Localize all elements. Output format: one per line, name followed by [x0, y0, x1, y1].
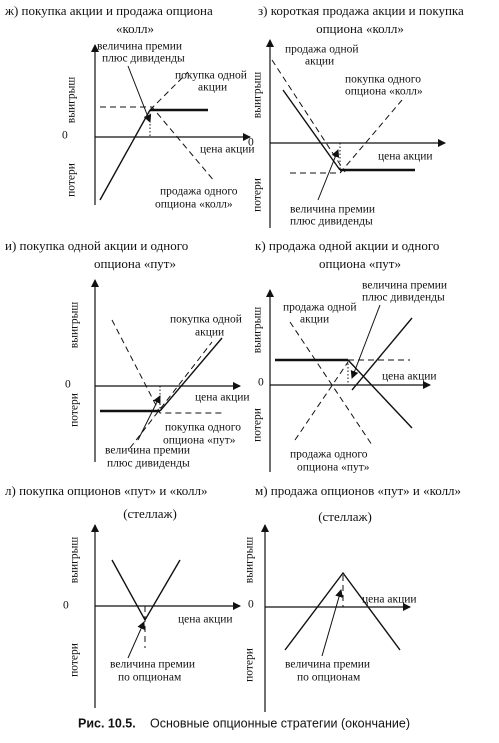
panel-title: (стеллаж): [318, 509, 372, 524]
panel-title: к) продажа одной акции и одного: [255, 238, 439, 253]
zero-label: 0: [258, 377, 264, 389]
gain-label: выигрыш: [252, 72, 264, 119]
pointer: [127, 621, 145, 659]
annotation: плюс дивиденды: [102, 53, 185, 65]
pointer: [350, 304, 381, 379]
annotation: акции: [198, 82, 227, 94]
pointer: [317, 149, 340, 201]
x-axis-label: цена акции: [378, 151, 433, 163]
payoff-line: [347, 359, 413, 429]
loss-label: потери: [244, 648, 256, 682]
panel-title: (стеллаж): [123, 506, 177, 521]
gain-label: выигрыш: [252, 307, 264, 354]
zero-label: 0: [248, 137, 254, 149]
annotation: акции: [300, 314, 329, 326]
zero-label: 0: [63, 600, 69, 612]
x-axis-label: цена акции: [178, 614, 233, 626]
option-line: [111, 319, 222, 414]
annotation: покупка одной: [170, 314, 242, 326]
stock-line: [129, 341, 213, 449]
payoff-line: [282, 89, 341, 171]
annotation: величина премии: [97, 41, 182, 53]
annotation: плюс дивиденды: [362, 292, 445, 304]
annotation: акции: [305, 56, 334, 68]
gain-label: выигрыш: [244, 537, 256, 584]
loss-label: потери: [252, 408, 264, 442]
graphics: [91, 39, 446, 712]
annotation: продажа одного: [160, 186, 238, 198]
annotation: продажа одной: [285, 44, 359, 56]
annotation: плюс дивиденды: [290, 216, 373, 228]
annotation: продажа одной: [283, 302, 357, 314]
x-axis-label: цена акции: [195, 392, 250, 404]
payoff-line: [284, 571, 401, 651]
panel-title: опциона «пут»: [319, 256, 401, 271]
payoff-line: [351, 317, 413, 391]
annotation: величина премии: [105, 445, 190, 457]
pointer: [321, 589, 343, 657]
gain-label: выигрыш: [69, 537, 81, 584]
annotation: опциона «пут»: [297, 462, 370, 474]
panel-title: опциона «пут»: [94, 256, 176, 271]
annotation: покупка одного: [345, 74, 421, 86]
pointer: [127, 65, 152, 123]
payoff-line: [99, 109, 151, 201]
panel-title: ж) покупка акции и продажа опциона: [4, 3, 213, 18]
zero-label: 0: [65, 379, 71, 391]
pointer: [137, 395, 161, 441]
labels: Рис. 10.5. Основные опционные стратегии …: [4, 3, 464, 730]
x-axis-label: цена акции: [200, 144, 255, 156]
annotation: продажа одного: [290, 449, 368, 461]
panel-title: «колл»: [116, 21, 154, 36]
annotation: покупка одной: [175, 70, 247, 82]
option-line: [294, 361, 349, 441]
gain-label: выигрыш: [66, 77, 78, 124]
panel-title: опциона «колл»: [316, 21, 404, 36]
stock-line: [149, 71, 189, 111]
loss-label: потери: [66, 163, 78, 197]
annotation: величина премии: [285, 659, 370, 671]
annotation: опциона «колл»: [155, 199, 233, 211]
panel-title: и) покупка одной акции и одного: [5, 238, 188, 253]
panel-title: л) покупка опционов «пут» и «колл»: [5, 483, 208, 498]
gain-label: выигрыш: [69, 302, 81, 349]
annotation: опциона «колл»: [345, 86, 423, 98]
annotation: по опционам: [297, 672, 361, 684]
zero-label: 0: [62, 130, 68, 142]
stock-line: [271, 59, 346, 173]
option-line: [290, 99, 403, 174]
option-line: [100, 106, 216, 183]
annotation: величина премии: [362, 280, 447, 292]
loss-label: потери: [69, 393, 81, 427]
panel-title: з) короткая продажа акции и покупка: [258, 3, 464, 18]
x-axis-label: цена акции: [362, 594, 417, 606]
annotation: акции: [195, 327, 224, 339]
stock-line: [289, 321, 373, 446]
caption-number: Рис. 10.5.: [78, 716, 136, 730]
x-axis-label: цена акции: [382, 371, 437, 383]
loss-label: потери: [69, 643, 81, 677]
caption-text: Основные опционные стратегии (окончание): [150, 716, 410, 730]
annotation: покупка одного: [165, 422, 241, 434]
panel-title: м) продажа опционов «пут» и «колл»: [255, 483, 461, 498]
annotation: плюс дивиденды: [107, 458, 190, 470]
annotation: по опционам: [118, 672, 182, 684]
annotation: величина премии: [110, 659, 195, 671]
loss-label: потери: [252, 178, 264, 212]
zero-label: 0: [248, 599, 254, 611]
annotation: опциона «пут»: [163, 435, 236, 447]
annotation: величина премии: [290, 204, 375, 216]
payoff-line: [159, 337, 223, 412]
payoff-line: [111, 559, 181, 622]
